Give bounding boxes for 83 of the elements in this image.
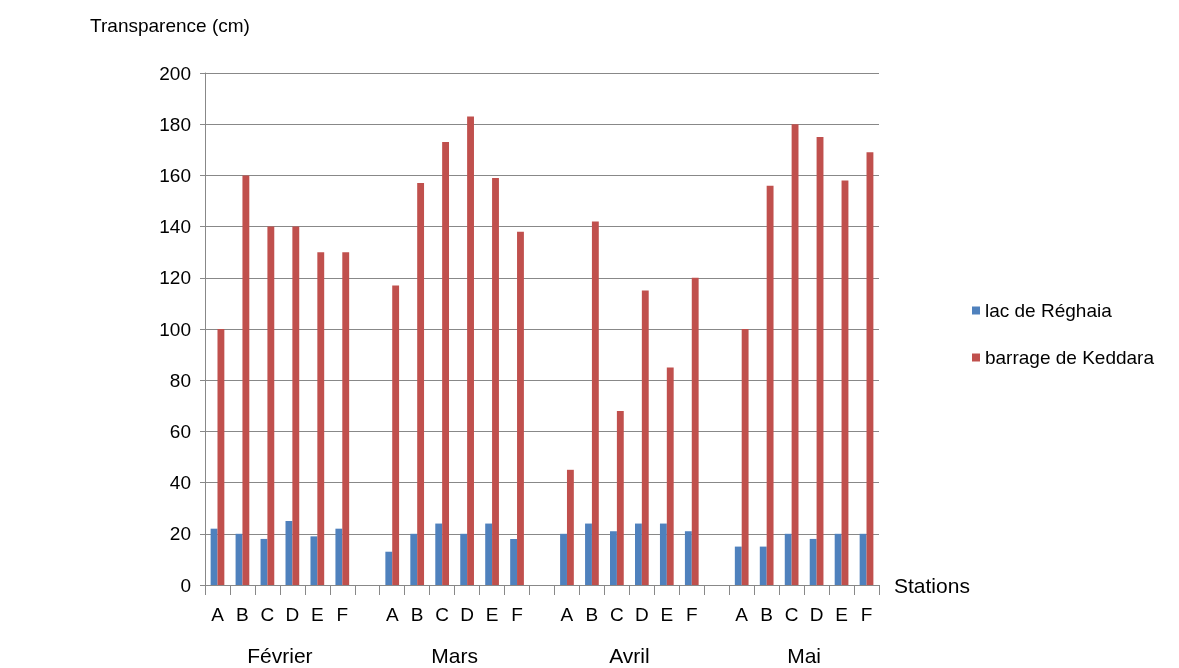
x-tick-label: B: [585, 604, 599, 625]
bar: [292, 226, 300, 585]
bar: [217, 329, 225, 585]
bar: [591, 221, 599, 585]
x-tick-label: D: [285, 604, 300, 625]
text: Février: [247, 644, 313, 667]
x-tick-label: E: [835, 604, 848, 625]
y-tick-label: 160: [159, 164, 191, 186]
x-tick-label: E: [310, 604, 324, 625]
y-tick-label: 20: [169, 523, 191, 545]
bar: [385, 551, 393, 585]
bar: [442, 142, 450, 585]
x-tick-label: B: [410, 604, 424, 625]
bar: [467, 116, 474, 585]
bar: [691, 277, 699, 585]
bar: [242, 175, 250, 585]
y-tick-label: 180: [159, 113, 191, 135]
x-tick-label: E: [485, 604, 499, 625]
bar: [734, 546, 742, 585]
x-tick-label: F: [511, 604, 523, 625]
x-tick-label: F: [685, 604, 698, 625]
x-tick-label: A: [385, 604, 399, 625]
y-tick-label: 60: [169, 420, 191, 442]
y-axis-title: Transparence (cm): [90, 15, 250, 36]
bar: [859, 533, 867, 585]
x-tick-label: F: [860, 604, 873, 625]
x-tick-label: D: [809, 604, 824, 625]
bar: [310, 536, 318, 585]
bar: [666, 367, 674, 585]
bar: [417, 183, 425, 585]
bar: [766, 185, 774, 585]
y-tick-label: 40: [169, 472, 191, 494]
bar: [435, 523, 443, 585]
text: Mars: [431, 644, 478, 667]
x-tick-label: D: [634, 604, 649, 625]
x-tick-label: C: [435, 604, 450, 625]
x-tick-label: A: [211, 604, 225, 625]
y-tick-label: 120: [159, 267, 191, 289]
bar: [610, 531, 617, 585]
bar: [784, 533, 792, 585]
bar: [566, 469, 574, 585]
bar: [267, 226, 275, 585]
text: Mai: [787, 644, 822, 667]
bar: [585, 523, 592, 585]
bar: [684, 531, 692, 585]
bar: [410, 533, 418, 585]
bar: [510, 538, 518, 585]
bar: [809, 538, 817, 585]
x-tick-label: E: [660, 604, 674, 625]
x-tick-label: B: [236, 604, 249, 625]
bar: [517, 231, 524, 585]
bar: [460, 533, 468, 585]
y-tick-label: 0: [180, 574, 191, 596]
bar: [485, 523, 493, 585]
bar: [392, 285, 400, 585]
bar: [641, 290, 649, 585]
bar: [659, 523, 667, 585]
y-tick-label: 100: [159, 318, 191, 340]
bar: [560, 533, 567, 585]
x-tick-label: A: [560, 604, 574, 625]
x-axis-title: Stations: [894, 573, 970, 597]
bar: [759, 546, 767, 585]
x-tick-label: B: [760, 604, 774, 625]
bar: [834, 533, 842, 585]
x-tick-label: C: [784, 604, 799, 625]
bar: [342, 252, 350, 585]
x-tick-label: A: [735, 604, 749, 625]
x-tick-label: C: [610, 604, 624, 625]
bar: [335, 528, 343, 585]
legend-label: barrage de Keddara: [984, 347, 1155, 368]
legend-label: lac de Réghaia: [984, 300, 1113, 321]
bar: [741, 329, 749, 585]
y-tick-label: 140: [159, 216, 191, 238]
bar: [492, 177, 499, 585]
x-tick-label: C: [260, 604, 275, 625]
bar: [634, 523, 642, 585]
bar: [616, 410, 624, 585]
y-tick-label: 200: [159, 62, 191, 84]
bar: [317, 252, 325, 585]
x-tick-label: F: [336, 604, 349, 625]
text: Avril: [609, 644, 650, 667]
y-tick-label: 80: [169, 369, 191, 391]
x-tick-label: D: [460, 604, 474, 625]
